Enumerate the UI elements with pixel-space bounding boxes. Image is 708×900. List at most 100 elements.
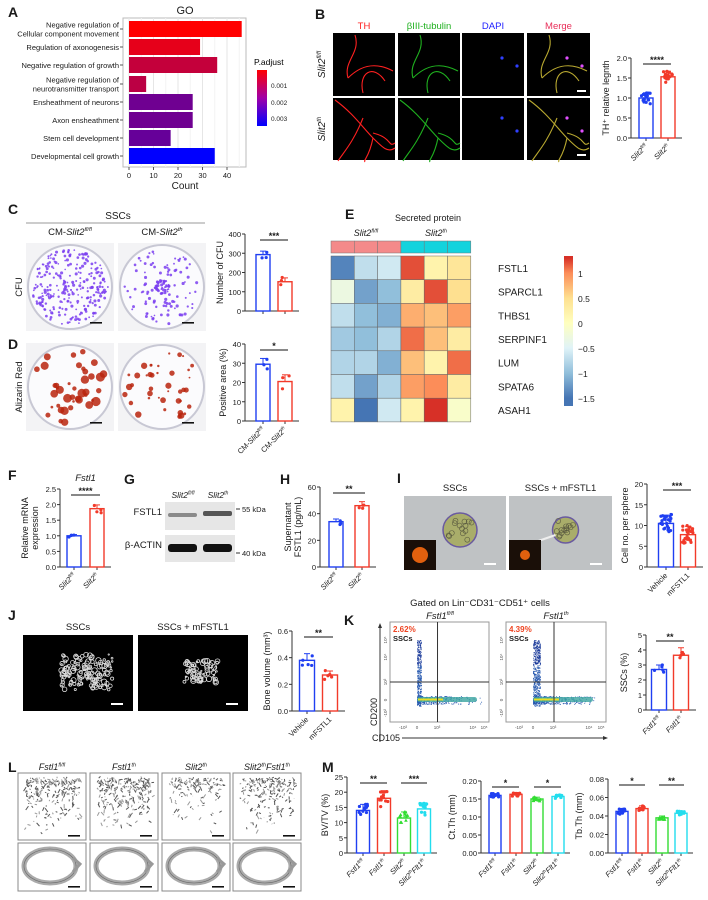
y-tick-label: 4 [638, 646, 642, 655]
y-tick-label: 400 [228, 230, 241, 239]
data-point [681, 528, 685, 532]
bar [530, 798, 544, 854]
group-annotation-cell [447, 240, 472, 254]
heatmap-cell [423, 326, 448, 352]
y-axis-label: FSTL1 (pg/mL) [293, 497, 303, 558]
significance-label: * [272, 341, 276, 351]
genotype-allele: th [531, 857, 538, 864]
genotype-gene: Slit2 [208, 490, 225, 500]
go-bar [129, 39, 201, 55]
heatmap-cell [330, 374, 355, 399]
data-point [310, 663, 314, 668]
legend-title: P.adjust [254, 57, 284, 67]
data-point [419, 810, 424, 814]
band [168, 513, 197, 517]
band-label: FSTL1 [133, 507, 162, 518]
legend-tick-label: 0.003 [271, 116, 288, 123]
column-label: Fstl1fl/fl [426, 611, 455, 622]
panel-label-f: F [8, 467, 17, 483]
cfu-dish-image [118, 243, 206, 331]
heatmap-cell [400, 255, 425, 280]
cd200-axis-label: CD200 [369, 698, 379, 726]
y-tick-label: 5 [639, 542, 643, 551]
go-bar [129, 130, 171, 146]
flow-x-tick: 10³ [550, 725, 557, 730]
data-point [532, 795, 537, 799]
data-point [685, 534, 689, 539]
heatmap-cell [354, 350, 378, 375]
data-point [662, 815, 667, 819]
data-point [496, 795, 501, 799]
y-tick-label: 2 [638, 676, 642, 685]
genotype-allele: th [178, 227, 183, 233]
bar [354, 504, 370, 568]
y-tick-label: 20 [308, 536, 316, 545]
bar [551, 795, 565, 854]
data-point [301, 658, 305, 662]
go-bar [129, 112, 193, 128]
scale-bar [226, 703, 238, 705]
go-term-label: Cellular component movement [17, 30, 120, 39]
heatmap-cell [354, 326, 378, 352]
x-tick-label: Slit2fl/fl [57, 570, 78, 591]
y-axis-label: Positive area (%) [218, 348, 228, 417]
data-point [265, 357, 269, 361]
density-peak [534, 698, 559, 701]
group-label: Slit2th [425, 228, 447, 238]
panel-label-i: I [397, 470, 401, 486]
heatmap-cell [354, 279, 378, 304]
heatmap-cell [400, 303, 425, 328]
y-tick-label: 0.06 [589, 794, 604, 803]
genotype-allele: th [564, 611, 569, 617]
data-point [326, 674, 330, 678]
gene-label: FSTL1 [498, 264, 528, 275]
heatmap-cell [423, 279, 448, 304]
y-tick-label: 0.0 [617, 134, 627, 143]
kda-marker: 55 kDa [242, 505, 267, 514]
panel-label-k: K [344, 612, 354, 628]
significance-label: ** [370, 774, 378, 784]
cd105-axis-label: CD105 [372, 733, 400, 743]
fluorescent-sphere [412, 547, 428, 563]
band [203, 544, 232, 552]
flow-plot: 2.62%SSCs [389, 621, 490, 723]
arrowhead [378, 623, 382, 628]
x-tick-label: mFSTL1 [307, 715, 334, 742]
data-point [679, 653, 683, 657]
chart-title: GO [176, 5, 194, 17]
heatmap-cell [330, 326, 355, 352]
genotype-gene: Slit2 [159, 227, 178, 238]
x-tick-label: 40 [223, 171, 231, 180]
image-title: SSCs [443, 483, 468, 494]
y-tick-label: 1.5 [617, 74, 627, 83]
y-tick-label: 0.10 [462, 813, 477, 822]
flow-y-tick: -10³ [499, 709, 504, 718]
trabecular-bone-image [232, 772, 302, 841]
data-point [668, 519, 672, 523]
genotype-allele: th [91, 571, 98, 578]
heatmap-cell [330, 303, 355, 328]
genotype-allele: th [224, 491, 228, 497]
x-tick-label: mFSTL1 [665, 571, 692, 598]
data-point [661, 668, 665, 672]
data-point [516, 794, 520, 798]
y-tick-label: 25 [335, 773, 343, 782]
data-point [663, 517, 667, 521]
x-tick-label: Fstl1fl/fl [476, 856, 499, 879]
y-tick-label: 20 [635, 480, 643, 489]
data-point [644, 91, 649, 95]
gene-label: ASAH1 [498, 406, 531, 417]
bar-chart-h: 0 20 40 60 Supernatant FSTL1 (pg/mL) ** [283, 483, 376, 572]
heatmap-cell [400, 279, 425, 304]
data-point [637, 808, 641, 812]
y-tick-label: 0.6 [278, 627, 288, 636]
y-axis-label: Tb.Th (mm) [574, 793, 584, 840]
heatmap-cell [423, 374, 448, 399]
data-point [378, 790, 383, 794]
scale-bar [283, 886, 295, 888]
y-tick-label: 300 [228, 249, 241, 258]
y-tick-label: 3 [638, 661, 642, 670]
